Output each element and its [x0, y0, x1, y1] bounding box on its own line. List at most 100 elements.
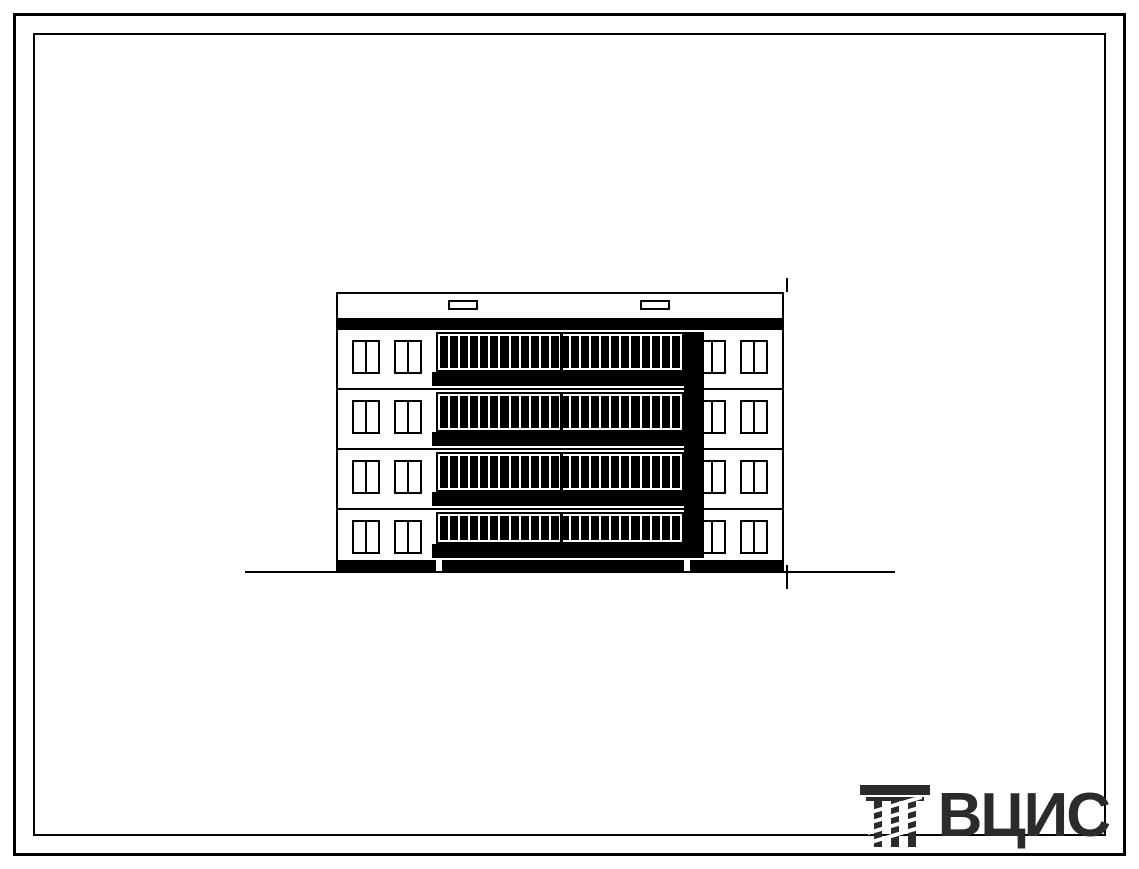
balcony-slat: [631, 336, 639, 368]
balcony-slat: [500, 336, 508, 368]
balcony-slat: [531, 516, 539, 540]
floor-line: [336, 448, 784, 450]
balcony-slat: [500, 396, 508, 428]
roof-end-tick: [336, 292, 338, 318]
window: [740, 340, 768, 374]
balcony-rail: [432, 492, 688, 506]
balcony-rail: [432, 372, 688, 386]
balcony-center-divider: [560, 512, 563, 544]
floor-line: [336, 508, 784, 510]
balcony-slat: [642, 516, 650, 540]
roof-vent: [640, 300, 670, 310]
balcony-slat: [662, 336, 670, 368]
balcony-slat: [662, 516, 670, 540]
balcony-slat: [601, 336, 609, 368]
balcony-slat: [531, 336, 539, 368]
balcony-slat: [601, 516, 609, 540]
balcony-slat: [621, 396, 629, 428]
window-mullion: [407, 342, 409, 372]
window: [740, 460, 768, 494]
window: [394, 460, 422, 494]
balcony-slat: [601, 456, 609, 488]
balcony-slat: [611, 516, 619, 540]
balcony-slat: [480, 516, 488, 540]
elevation-drawing: [0, 0, 1139, 869]
balcony-slat: [581, 516, 589, 540]
balcony-slat: [521, 336, 529, 368]
roof-top-line: [336, 292, 784, 294]
floor-line: [336, 328, 784, 330]
window: [352, 400, 380, 434]
balcony-slat: [470, 336, 478, 368]
balcony-slat: [672, 336, 680, 368]
balcony-slat: [470, 516, 478, 540]
balcony-slat: [541, 516, 549, 540]
balcony-rail: [432, 544, 688, 558]
window-mullion: [365, 522, 367, 552]
window: [394, 400, 422, 434]
balcony-slat: [621, 456, 629, 488]
balcony-slat: [581, 396, 589, 428]
balcony-slat: [652, 456, 660, 488]
balcony-slat: [541, 456, 549, 488]
window-mullion: [711, 342, 713, 372]
balcony-slat: [672, 456, 680, 488]
balcony-slat: [490, 456, 498, 488]
balcony-slat: [591, 336, 599, 368]
window: [740, 400, 768, 434]
balcony-slat: [480, 336, 488, 368]
roof-end-tick: [782, 292, 784, 318]
balcony-slat: [621, 336, 629, 368]
balcony-slat: [440, 456, 448, 488]
balcony-slat: [490, 336, 498, 368]
balcony-slat: [571, 516, 579, 540]
window: [352, 520, 380, 554]
window-mullion: [365, 462, 367, 492]
balcony-slat: [551, 456, 559, 488]
balcony-slat: [652, 516, 660, 540]
balcony-slat: [511, 336, 519, 368]
balcony-shadow: [684, 332, 704, 558]
balcony-slat: [631, 456, 639, 488]
balcony-slat: [460, 456, 468, 488]
window-mullion: [711, 522, 713, 552]
balcony-slat: [581, 336, 589, 368]
window-mullion: [753, 342, 755, 372]
construction-tick: [786, 565, 788, 589]
balcony-slat: [652, 396, 660, 428]
balcony-slat: [440, 336, 448, 368]
balcony-slat: [591, 516, 599, 540]
construction-tick: [786, 278, 788, 292]
window-mullion: [753, 402, 755, 432]
balcony-slat: [511, 516, 519, 540]
balcony-slat: [591, 456, 599, 488]
balcony-slat: [652, 336, 660, 368]
balcony-slat: [500, 456, 508, 488]
balcony-slat: [571, 456, 579, 488]
balcony-slat: [642, 336, 650, 368]
balcony-slat: [470, 396, 478, 428]
window-mullion: [711, 462, 713, 492]
window: [394, 340, 422, 374]
balcony-slat: [642, 456, 650, 488]
balcony-slat: [551, 336, 559, 368]
balcony-slat: [611, 336, 619, 368]
balcony-slat: [642, 396, 650, 428]
balcony-slat: [611, 396, 619, 428]
balcony-slat: [621, 516, 629, 540]
logo-text: ВЦИС: [938, 780, 1109, 851]
balcony-slat: [601, 396, 609, 428]
plinth-gap: [436, 560, 442, 571]
balcony-center-divider: [560, 392, 563, 432]
logo-mark-icon: [860, 785, 930, 847]
balcony-slat: [631, 396, 639, 428]
window-mullion: [753, 522, 755, 552]
balcony-slat: [450, 456, 458, 488]
balcony-slat: [531, 396, 539, 428]
balcony-slat: [480, 456, 488, 488]
balcony-slat: [460, 396, 468, 428]
window-mullion: [365, 342, 367, 372]
balcony-slat: [662, 456, 670, 488]
floor-line: [336, 388, 784, 390]
balcony-center-divider: [560, 452, 563, 492]
